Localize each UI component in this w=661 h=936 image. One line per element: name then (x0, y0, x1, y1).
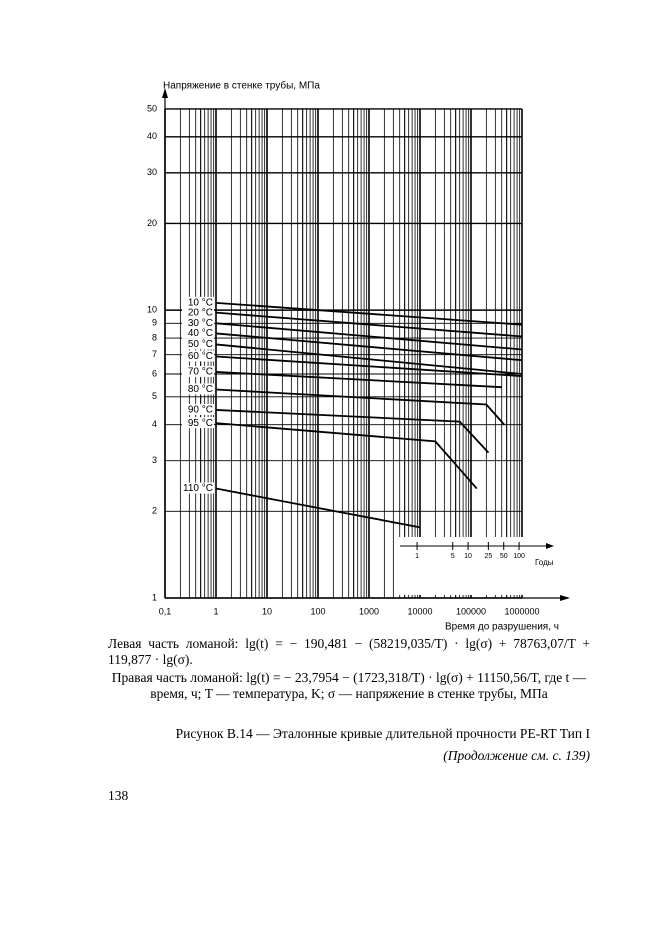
years-tick-label: 1 (415, 553, 419, 560)
page-number: 138 (108, 788, 129, 803)
x-tick-label: 1 (213, 606, 218, 616)
y-tick-label: 30 (147, 167, 157, 177)
x-tick-label: 0,1 (159, 606, 172, 616)
curve-label: 20 °C (188, 307, 213, 318)
curve-label: 90 °C (188, 405, 213, 416)
curve (215, 422, 478, 490)
y-tick-label: 10 (147, 305, 157, 315)
continuation: (Продолжение см. с. 139) (443, 748, 590, 763)
x-tick-label: 10000 (407, 606, 432, 616)
y-tick-label: 5 (152, 391, 157, 401)
curve (215, 343, 523, 375)
x-tick-label: 1000000 (504, 606, 539, 616)
y-tick-label: 50 (147, 103, 157, 113)
curve-label: 110 °C (183, 483, 213, 494)
curve (215, 388, 505, 426)
left-formula: Левая часть ломаной: lg(t) = − 190,481 −… (108, 636, 590, 667)
x-tick-label: 10 (262, 606, 272, 616)
curve-label: 70 °C (188, 367, 213, 378)
y-tick-label: 2 (152, 506, 157, 516)
y-axis-arrow (162, 88, 168, 98)
curve (215, 487, 421, 529)
caption: Рисунок В.14 — Эталонные кривые длительн… (175, 726, 590, 741)
label-bg (182, 338, 214, 350)
curve (215, 332, 523, 362)
y-tick-label: 9 (152, 318, 157, 328)
label-bg (182, 327, 214, 339)
right-formula: Правая часть ломаной: lg(t) = − 23,7954 … (111, 670, 587, 701)
years-tick-label: 100 (513, 553, 525, 560)
years-label: Годы (535, 558, 554, 567)
label-bg (182, 296, 214, 308)
label-bg (182, 417, 214, 429)
label-bg (182, 383, 214, 395)
y-tick-label: 40 (147, 131, 157, 141)
label-bg (182, 365, 214, 377)
label-bg (182, 482, 214, 494)
years-arrow (546, 543, 554, 549)
curve-label: 60 °C (188, 351, 213, 362)
y-tick-label: 1 (152, 592, 157, 602)
years-tick-label: 25 (484, 553, 492, 560)
x-axis-label: Время до разрушения, ч (445, 622, 559, 633)
inset-bg (398, 537, 560, 595)
y-tick-label: 3 (152, 455, 157, 465)
y-tick-label: 8 (152, 332, 157, 342)
curve (215, 322, 523, 351)
curve-label: 50 °C (188, 339, 213, 350)
curve (215, 311, 523, 338)
label-bg (182, 306, 214, 318)
curve (215, 301, 523, 326)
y-tick-label: 6 (152, 368, 157, 378)
y-tick-label: 7 (152, 349, 157, 359)
x-tick-label: 100000 (456, 606, 486, 616)
y-tick-label: 4 (152, 419, 157, 429)
curve-label: 80 °C (188, 384, 213, 395)
years-tick-label: 5 (451, 553, 455, 560)
years-tick-label: 50 (500, 553, 508, 560)
x-axis-arrow (560, 595, 570, 601)
years-tick-label: 10 (464, 553, 472, 560)
y-axis-label: Напряжение в стенке трубы, МПа (163, 80, 320, 92)
curve-label: 40 °C (188, 328, 213, 339)
x-tick-label: 100 (310, 606, 325, 616)
curve (215, 355, 523, 377)
label-bg (182, 403, 214, 415)
curve (215, 409, 490, 454)
label-bg (182, 350, 214, 362)
curve (215, 371, 502, 389)
curve-label: 95 °C (188, 418, 213, 429)
label-bg (182, 317, 214, 329)
x-tick-label: 1000 (359, 606, 379, 616)
curve-label: 30 °C (188, 318, 213, 329)
y-tick-label: 20 (147, 218, 157, 228)
curve-label: 10 °C (188, 297, 213, 308)
